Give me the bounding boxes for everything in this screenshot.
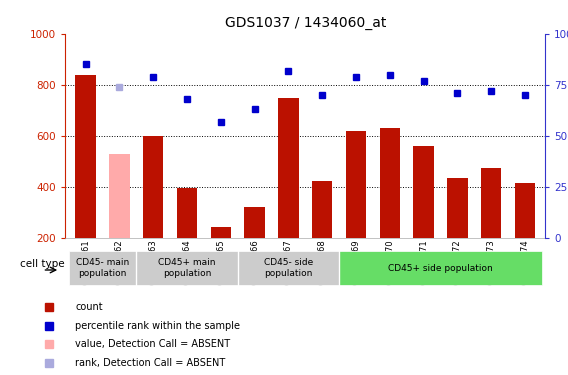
Bar xyxy=(312,181,332,238)
Text: percentile rank within the sample: percentile rank within the sample xyxy=(76,321,240,331)
Text: count: count xyxy=(76,302,103,312)
Text: cell type: cell type xyxy=(19,260,64,269)
Bar xyxy=(515,183,535,238)
Bar xyxy=(414,146,434,238)
Text: CD45+ side population: CD45+ side population xyxy=(388,264,493,273)
Text: CD45- side
population: CD45- side population xyxy=(264,258,313,278)
Bar xyxy=(339,251,542,285)
Title: GDS1037 / 1434060_at: GDS1037 / 1434060_at xyxy=(224,16,386,30)
Bar xyxy=(136,251,237,285)
Text: CD45+ main
population: CD45+ main population xyxy=(158,258,216,278)
Bar xyxy=(278,98,299,238)
Bar xyxy=(211,226,231,238)
Bar xyxy=(447,178,467,238)
Bar xyxy=(244,207,265,238)
Bar xyxy=(481,168,502,238)
Text: value, Detection Call = ABSENT: value, Detection Call = ABSENT xyxy=(76,339,231,350)
Bar xyxy=(237,251,339,285)
Text: rank, Detection Call = ABSENT: rank, Detection Call = ABSENT xyxy=(76,358,225,368)
Bar xyxy=(76,75,96,238)
Text: CD45- main
population: CD45- main population xyxy=(76,258,129,278)
Bar xyxy=(177,188,197,238)
Bar xyxy=(143,136,164,238)
Bar xyxy=(346,131,366,238)
Bar xyxy=(379,128,400,238)
Bar xyxy=(69,251,136,285)
Bar xyxy=(109,154,130,238)
